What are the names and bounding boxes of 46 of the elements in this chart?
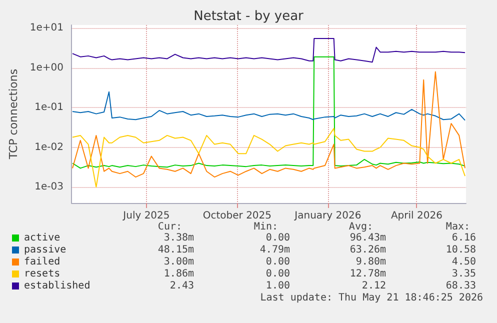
- y-tick-label: 1e-01: [34, 102, 64, 114]
- y-tick-label: 1e-03: [34, 182, 64, 193]
- y-axis-title: TCP connections: [7, 68, 20, 160]
- text: 12.78m: [350, 268, 386, 280]
- text: Cur:: [158, 222, 182, 232]
- legend-label: resets: [24, 268, 60, 280]
- y-tick-label: 1e+00: [30, 62, 64, 74]
- legend-label: established: [24, 280, 90, 292]
- text: 63.26m: [350, 244, 386, 256]
- text: 0.00: [266, 232, 290, 244]
- text: 3.38m: [164, 232, 194, 244]
- text: 96.43m: [350, 232, 386, 244]
- line-series: [72, 56, 466, 169]
- text: 2.43: [170, 280, 194, 292]
- y-tick-label: 1e+01: [30, 22, 64, 34]
- text: 2.12: [362, 280, 386, 292]
- x-tick-label: October 2025: [202, 210, 272, 222]
- text: Min:: [254, 222, 278, 232]
- text: Last update: Thu May 21 18:46:25 2026: [260, 292, 484, 304]
- text: 0.00: [266, 268, 290, 280]
- legend-label: passive: [24, 244, 66, 256]
- text: 10.58: [446, 244, 476, 256]
- x-tick-label: January 2026: [294, 210, 362, 222]
- text: 1.86m: [164, 268, 194, 280]
- text: 6.16: [452, 232, 476, 244]
- text: 1.00: [266, 280, 290, 292]
- text: 4.50: [452, 256, 476, 268]
- text: 9.80m: [356, 256, 386, 268]
- text: 0.00: [266, 256, 290, 268]
- text: 3.35: [452, 268, 476, 280]
- line-series: [72, 91, 466, 121]
- x-tick-label: April 2026: [390, 210, 442, 222]
- chart-title: Netstat - by year: [194, 9, 304, 24]
- text: 4.79m: [260, 244, 290, 256]
- x-tick-label: July 2025: [122, 210, 170, 222]
- line-series: [72, 128, 466, 188]
- text: 48.15m: [158, 244, 194, 256]
- text: 3.00m: [164, 256, 194, 268]
- legend-label: active: [24, 232, 60, 244]
- line-series: [72, 71, 466, 178]
- y-tick-label: 1e-02: [34, 142, 64, 153]
- legend-label: failed: [24, 256, 60, 268]
- text: 68.33: [446, 280, 476, 292]
- line-series: [72, 38, 466, 63]
- text: Max:: [446, 222, 470, 232]
- text: Avg:: [348, 222, 374, 232]
